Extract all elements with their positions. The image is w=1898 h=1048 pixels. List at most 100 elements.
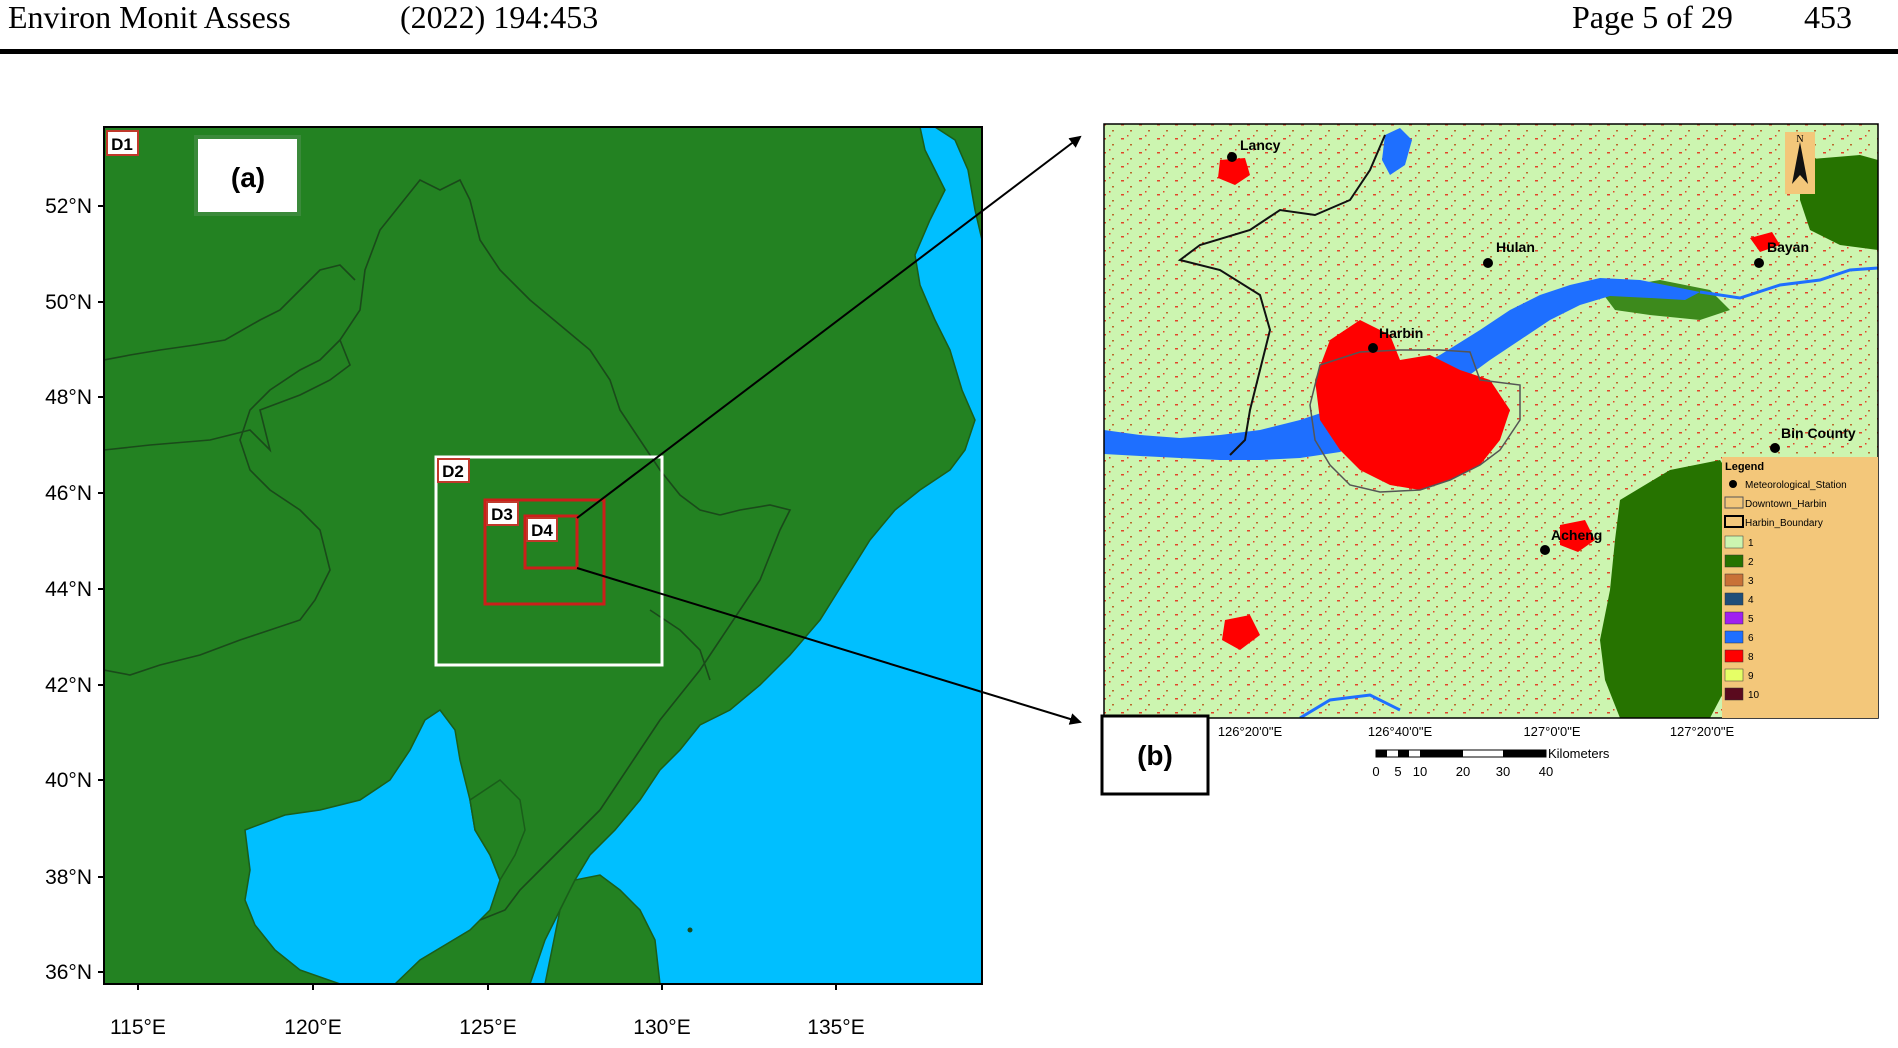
lat-tick-label: 38°N xyxy=(45,866,92,889)
scale-tick: 5 xyxy=(1394,764,1401,779)
legend-box xyxy=(1722,457,1878,718)
station-marker xyxy=(1770,443,1780,453)
domain-label-d4: D4 xyxy=(531,521,553,540)
urban-acheng xyxy=(1560,520,1595,552)
korean-peninsula xyxy=(544,874,661,984)
legend-downtown-symbol xyxy=(1724,496,1744,509)
legend-swatch xyxy=(1724,535,1744,549)
domain-box-d4 xyxy=(523,514,579,570)
domain-label-d2: D2 xyxy=(442,462,464,481)
harbin-boundary xyxy=(1177,134,1386,456)
legend-boundary-symbol xyxy=(1724,515,1744,528)
legend-class-label: 2 xyxy=(1748,557,1754,568)
legend-class-label: 3 xyxy=(1748,576,1754,587)
scale-tick: 10 xyxy=(1413,764,1427,779)
forest-east xyxy=(1600,460,1760,718)
lat-tick-label: 36°N xyxy=(45,961,92,984)
domain-box-d3 xyxy=(483,498,606,606)
lat-tick-label: 50°N xyxy=(45,291,92,314)
station-label-harbin: Harbin xyxy=(1379,325,1423,341)
downtown-harbin xyxy=(1309,349,1521,493)
map-frame-a xyxy=(103,126,983,985)
songhua-river xyxy=(1104,278,1700,460)
citation: (2022) 194:453 xyxy=(400,0,599,35)
river-south xyxy=(1299,693,1401,718)
lat-tick-label: 48°N xyxy=(45,386,92,409)
legend-swatch xyxy=(1724,554,1744,568)
north-arrow-label: N xyxy=(1796,134,1803,145)
header-rule xyxy=(0,49,1898,54)
zoom-arrow-top xyxy=(576,135,1082,519)
legend: Legend Meteorological_Station Downtown_H… xyxy=(1722,457,1878,718)
lon-axis-b: 126°20'0"E 126°40'0"E 127°0'0"E 127°20'0… xyxy=(1218,724,1735,739)
liaodong-peninsula xyxy=(469,779,526,882)
panel-b-label: (b) xyxy=(1137,740,1173,771)
station-marker xyxy=(1540,545,1550,555)
legend-station-symbol xyxy=(1729,480,1737,488)
scale-unit: Kilometers xyxy=(1548,746,1610,761)
lat-tick-label: 52°N xyxy=(45,195,92,218)
landuse-map-b: N Lancy Hulan Bayan Harbin Bin County Ac… xyxy=(1100,123,1879,796)
station-label-bayan: Bayan xyxy=(1767,239,1809,255)
lon-tick-label: 130°E xyxy=(633,1016,690,1039)
legend-title: Legend xyxy=(1725,461,1764,473)
station-marker xyxy=(1227,152,1237,162)
panel-a-label-box xyxy=(194,135,301,216)
scale-bar: Kilometers 0 5 10 20 30 40 xyxy=(1372,746,1610,779)
station-label-lancy: Lancy xyxy=(1240,137,1281,153)
map-frame-b xyxy=(1103,123,1879,719)
lat-axis-a: 52°N 50°N 48°N 46°N 44°N 42°N 40°N 38°N … xyxy=(45,195,104,984)
article-number: 453 xyxy=(1804,0,1852,35)
urban-southwest xyxy=(1222,615,1260,650)
page-number: Page 5 of 29 xyxy=(1572,0,1733,35)
lon-tick-label: 135°E xyxy=(807,1016,864,1039)
legend-class-label: 9 xyxy=(1748,671,1754,682)
legend-symbol-label: Downtown_Harbin xyxy=(1745,499,1827,510)
legend-class-label: 10 xyxy=(1748,690,1760,701)
legend-swatch xyxy=(1724,668,1744,682)
legend-class-label: 4 xyxy=(1748,595,1754,606)
north-arrow-icon xyxy=(1792,142,1808,184)
lon-tick-label: 127°0'0"E xyxy=(1523,724,1580,739)
lon-tick-label: 125°E xyxy=(459,1016,516,1039)
scale-tick: 30 xyxy=(1496,764,1510,779)
province-borders xyxy=(104,178,792,921)
legend-symbol-label: Meteorological_Station xyxy=(1745,480,1847,491)
scale-tick: 0 xyxy=(1372,764,1379,779)
domain-label-d3: D3 xyxy=(491,505,513,524)
north-lake xyxy=(1382,128,1412,175)
legend-class-label: 1 xyxy=(1748,538,1754,549)
station-label-bin-county: Bin County xyxy=(1781,425,1856,441)
legend-swatch xyxy=(1724,611,1744,625)
station-marker xyxy=(1754,258,1764,268)
sakhalin-island xyxy=(933,127,982,241)
legend-class-label: 5 xyxy=(1748,614,1754,625)
lon-axis-a: 115°E 120°E 125°E 130°E 135°E xyxy=(110,984,865,1039)
urban-bayan xyxy=(1750,232,1780,252)
river-east xyxy=(1699,266,1878,300)
lat-tick-label: 44°N xyxy=(45,578,92,601)
station-label-acheng: Acheng xyxy=(1551,527,1602,543)
panel-a-label: (a) xyxy=(231,162,265,193)
island-dot xyxy=(687,927,693,933)
d3-label-box xyxy=(486,501,519,526)
lon-tick-label: 120°E xyxy=(284,1016,341,1039)
legend-swatch xyxy=(1724,592,1744,606)
domain-label-d1: D1 xyxy=(111,135,133,154)
station-label-hulan: Hulan xyxy=(1496,239,1535,255)
harbin-urban xyxy=(1315,320,1510,490)
legend-swatch xyxy=(1724,687,1744,701)
legend-class-label: 8 xyxy=(1748,652,1754,663)
domain-map-a: 52°N 50°N 48°N 46°N 44°N 42°N 40°N 38°N … xyxy=(45,126,983,1039)
zoom-arrow-bottom xyxy=(576,567,1082,725)
domain-box-d2 xyxy=(434,455,664,667)
lat-tick-label: 40°N xyxy=(45,769,92,792)
legend-symbol-label: Harbin_Boundary xyxy=(1745,518,1823,529)
scale-tick: 20 xyxy=(1456,764,1470,779)
legend-swatch xyxy=(1724,649,1744,663)
scale-tick: 40 xyxy=(1539,764,1553,779)
station-marker xyxy=(1368,343,1378,353)
lon-tick-label: 127°20'0"E xyxy=(1670,724,1735,739)
panel-b-label-box xyxy=(1100,714,1210,796)
